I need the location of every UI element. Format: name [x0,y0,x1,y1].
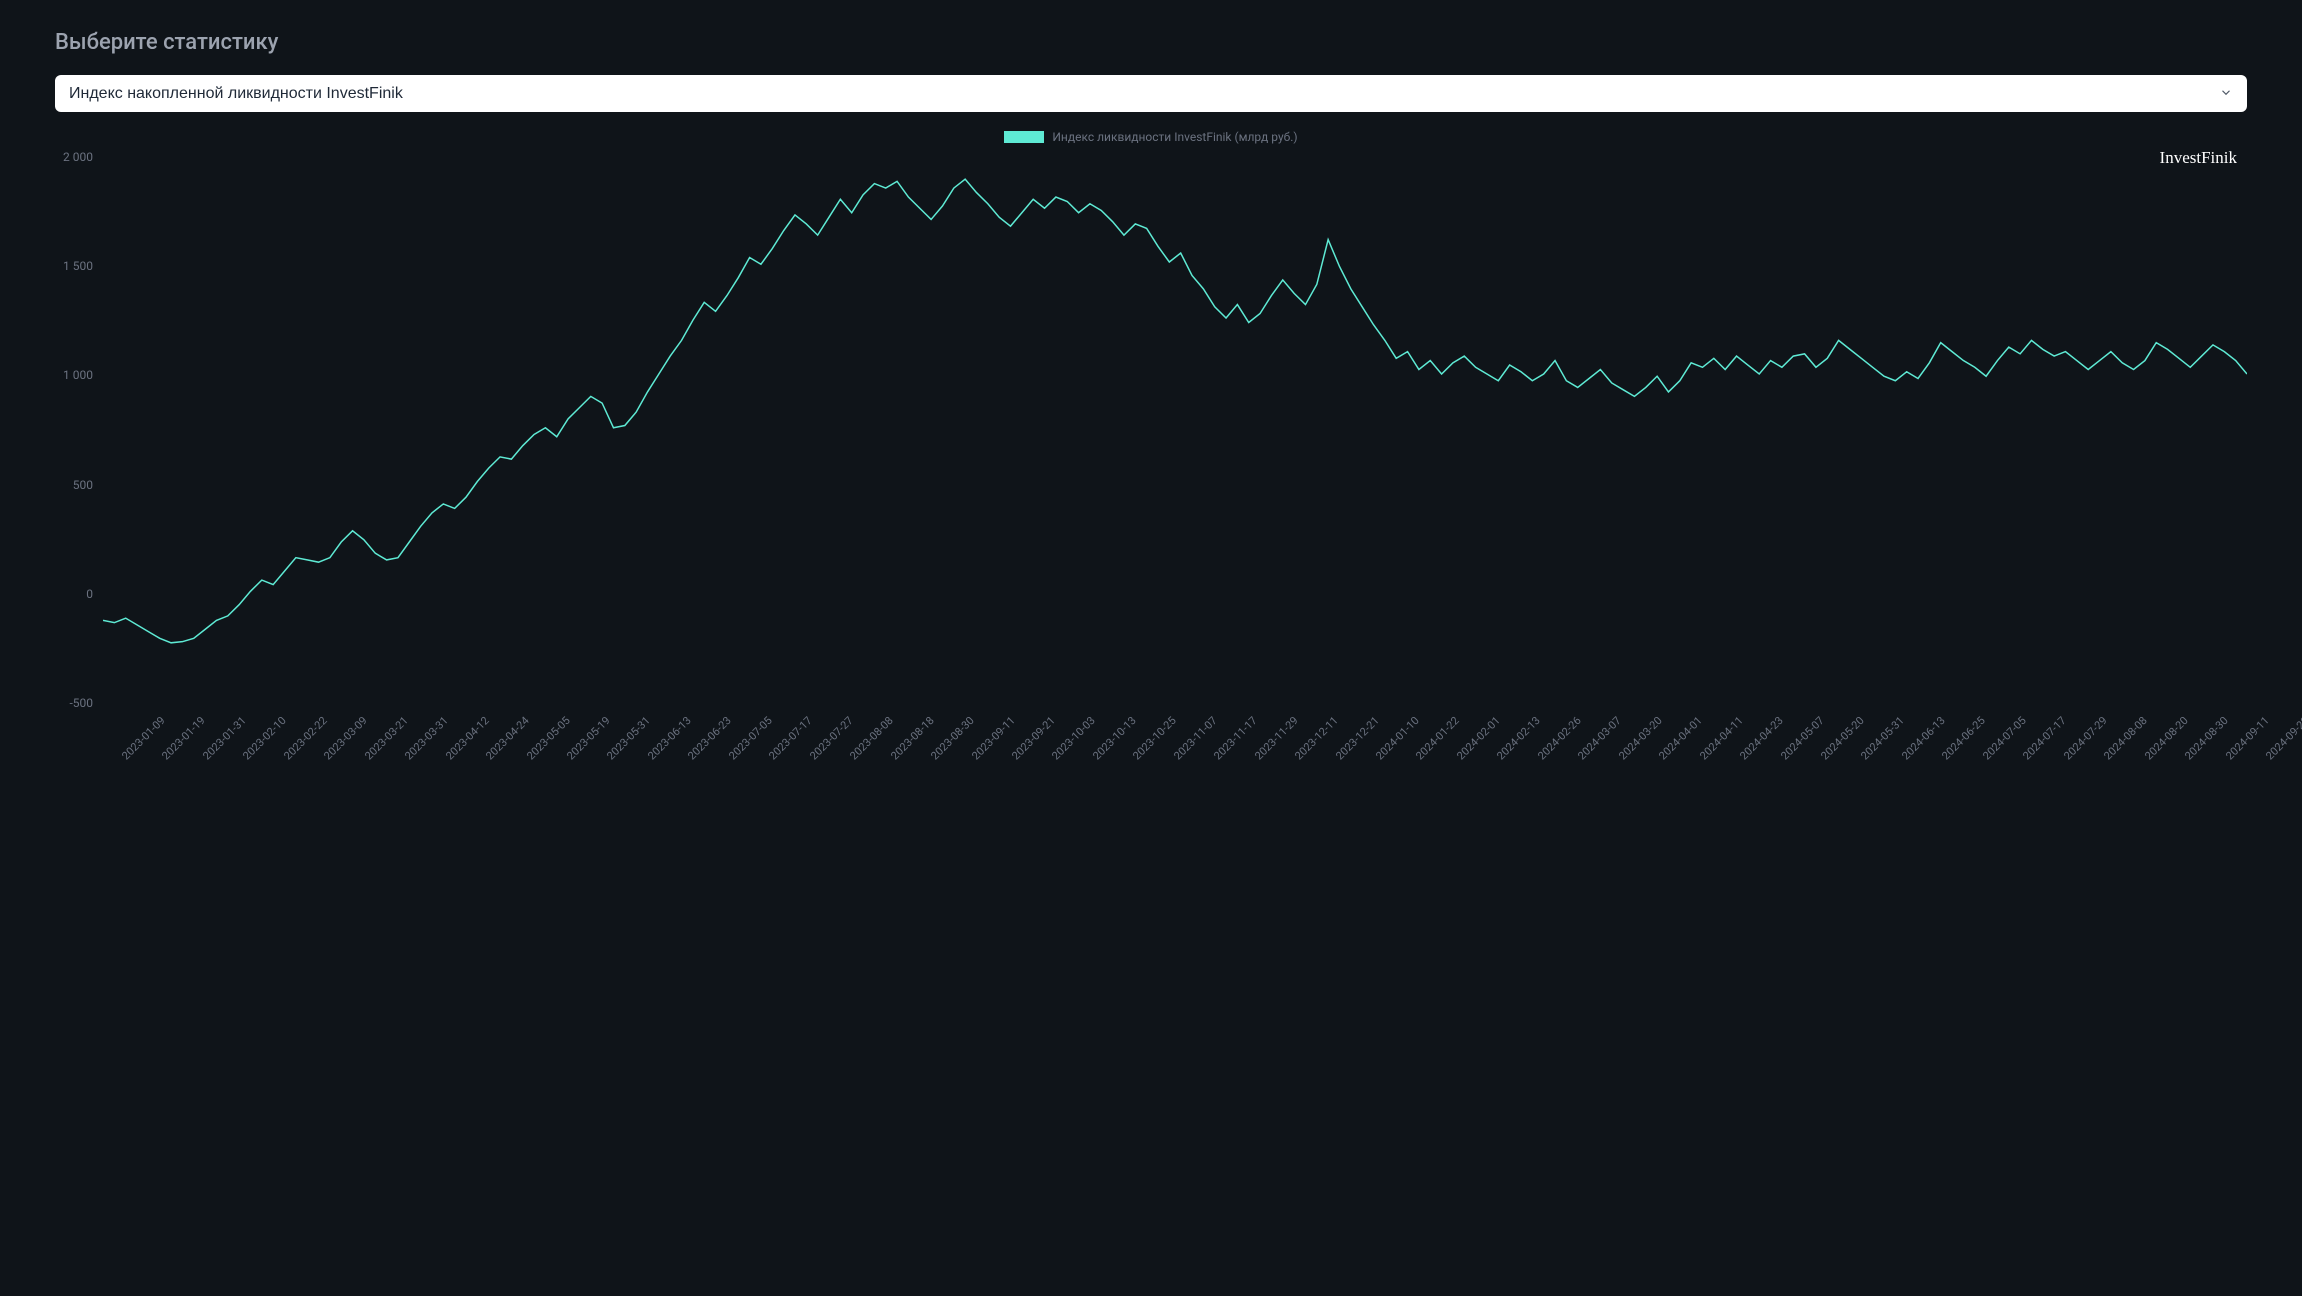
y-axis: 2 000 1 500 1 000 500 0 -500 [55,150,103,710]
statistic-select[interactable]: Индекс накопленной ликвидности InvestFin… [55,75,2247,112]
x-tick: 2024-08-20 [2142,714,2190,762]
x-tick: 2023-05-31 [605,714,653,762]
x-tick: 2023-11-29 [1252,714,1300,762]
x-tick: 2023-10-25 [1131,714,1179,762]
y-tick: 1 500 [63,259,93,273]
x-tick: 2024-03-07 [1576,714,1624,762]
chart-body: 2 000 1 500 1 000 500 0 -500 [55,150,2247,710]
x-tick: 2023-09-11 [969,714,1017,762]
y-tick: 0 [86,587,93,601]
x-tick: 2024-09-11 [2223,714,2271,762]
x-tick: 2024-05-07 [1778,714,1826,762]
x-tick: 2023-12-21 [1333,714,1381,762]
x-tick: 2024-05-31 [1859,714,1907,762]
y-tick: 2 000 [63,150,93,164]
legend-label: Индекс ликвидности InvestFinik (млрд руб… [1052,130,1297,144]
series-line [103,179,2247,643]
x-tick: 2023-01-19 [160,714,208,762]
y-tick: 1 000 [63,368,93,382]
x-tick: 2024-01-22 [1414,714,1462,762]
plot-wrap [103,150,2247,710]
x-tick: 2024-04-11 [1697,714,1745,762]
x-tick: 2024-07-17 [2021,714,2069,762]
x-axis: 2023-01-092023-01-192023-01-312023-02-10… [103,714,2247,774]
x-tick: 2023-04-12 [443,714,491,762]
y-tick: 500 [73,478,93,492]
chart-legend: Индекс ликвидности InvestFinik (млрд руб… [55,130,2247,144]
x-tick: 2024-02-13 [1495,714,1543,762]
x-tick: 2023-03-21 [362,714,410,762]
x-tick: 2023-08-18 [888,714,936,762]
x-tick: 2023-05-05 [524,714,572,762]
chart-area: Индекс ликвидности InvestFinik (млрд руб… [55,130,2247,774]
y-tick: -500 [69,696,93,710]
x-tick: 2024-06-25 [1940,714,1988,762]
line-chart-svg [103,150,2247,710]
x-tick: 2023-10-03 [1050,714,1098,762]
x-tick: 2023-06-23 [686,714,734,762]
x-tick: 2023-02-10 [241,714,289,762]
statistic-select-wrap: Индекс накопленной ликвидности InvestFin… [55,75,2247,112]
legend-swatch [1004,131,1044,143]
page-container: Выберите статистику Индекс накопленной л… [0,0,2302,794]
x-tick: 2023-07-27 [807,714,855,762]
page-title: Выберите статистику [55,30,2247,55]
